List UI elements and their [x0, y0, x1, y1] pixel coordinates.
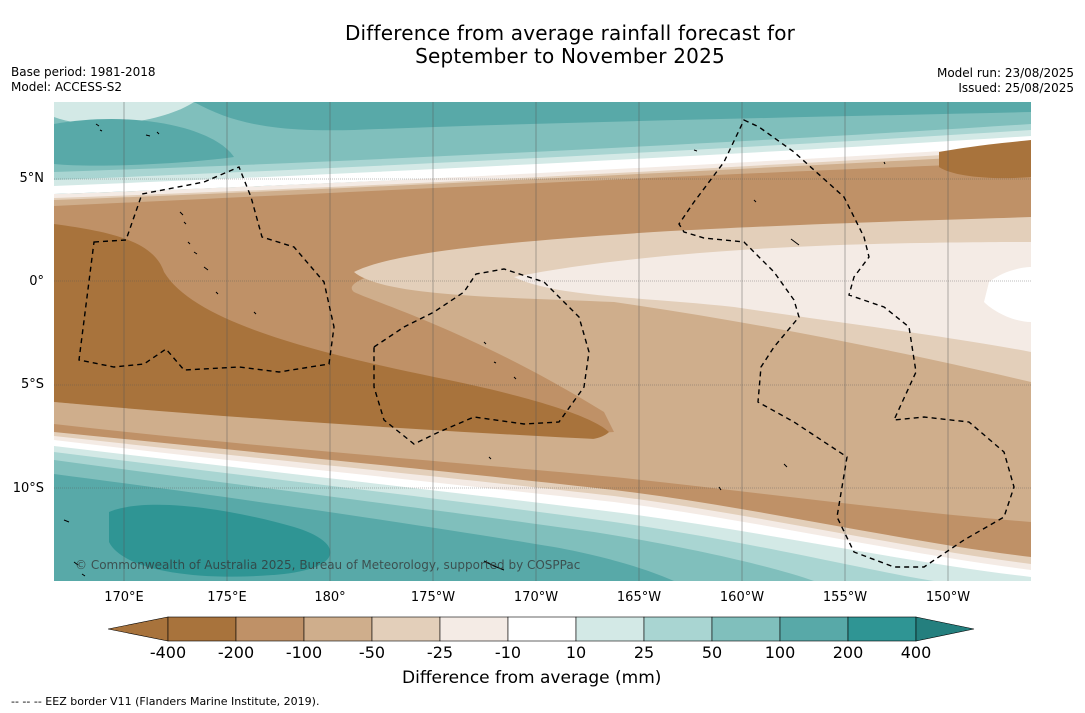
- credit-text: © Commonwealth of Australia 2025, Bureau…: [75, 558, 581, 572]
- lat-label-0: 0°: [29, 274, 44, 289]
- colorbar-tick: -50: [358, 643, 386, 662]
- lon-label-160w: 160°W: [719, 590, 765, 605]
- colorbar-tick: 200: [832, 643, 864, 662]
- colorbar-extend-low: [107, 616, 169, 642]
- colorbar-tick: -400: [149, 643, 187, 662]
- colorbar-tick: 10: [565, 643, 587, 662]
- colorbar-tick: 100: [764, 643, 796, 662]
- colorbar-segment: [235, 616, 305, 642]
- colorbar-tick: 400: [900, 643, 932, 662]
- lon-label-150w: 150°W: [925, 590, 971, 605]
- lon-label-175w: 175°W: [410, 590, 456, 605]
- colorbar-segment: [303, 616, 373, 642]
- lon-label-170e: 170°E: [104, 590, 144, 605]
- colorbar-tick: 25: [633, 643, 655, 662]
- lon-label-165w: 165°W: [616, 590, 662, 605]
- rainfall-map: [54, 102, 1031, 581]
- lon-label-180: 180°: [314, 590, 346, 605]
- title-line-2: September to November 2025: [415, 44, 725, 68]
- colorbar-segment: [847, 616, 917, 642]
- colorbar-segment: [575, 616, 645, 642]
- eez-footnote: -- -- -- EEZ border V11 (Flanders Marine…: [11, 695, 320, 708]
- colorbar-segment: [779, 616, 849, 642]
- colorbar-tick: -25: [426, 643, 454, 662]
- lon-label-170w: 170°W: [513, 590, 559, 605]
- issued-date: Issued: 25/08/2025: [958, 81, 1074, 95]
- title-line-1: Difference from average rainfall forecas…: [344, 21, 796, 45]
- lat-label-10s: 10°S: [12, 481, 44, 496]
- meta-right: Model run: 23/08/2025 Issued: 25/08/2025: [937, 66, 1074, 96]
- meta-left: Base period: 1981-2018 Model: ACCESS-S2: [11, 65, 156, 95]
- colorbar-segment: [371, 616, 441, 642]
- colorbar-extend-high: [915, 616, 975, 642]
- colorbar-segment: [507, 616, 577, 642]
- lat-label-5n: 5°N: [19, 171, 45, 186]
- colorbar-title: Difference from average (mm): [402, 668, 662, 688]
- colorbar-tick: -10: [494, 643, 522, 662]
- colorbar-tick: -200: [217, 643, 255, 662]
- colorbar-tick: 50: [701, 643, 723, 662]
- base-period: Base period: 1981-2018: [11, 65, 156, 79]
- islands: [63, 123, 886, 577]
- colorbar-segment: [643, 616, 713, 642]
- colorbar-segment: [439, 616, 509, 642]
- model-run: Model run: 23/08/2025: [936, 66, 1074, 80]
- lon-label-155w: 155°W: [822, 590, 868, 605]
- lat-label-5s: 5°S: [20, 377, 44, 392]
- colorbar-segment: [167, 616, 237, 642]
- model-name: Model: ACCESS-S2: [11, 80, 123, 94]
- colorbar: [107, 615, 978, 647]
- lon-label-175e: 175°E: [207, 590, 247, 605]
- colorbar-tick: -100: [285, 643, 323, 662]
- eez-borders: [78, 119, 1015, 568]
- map-title: Difference from average rainfall forecas…: [0, 22, 1085, 68]
- map-grid: [54, 102, 1031, 581]
- colorbar-segment: [711, 616, 781, 642]
